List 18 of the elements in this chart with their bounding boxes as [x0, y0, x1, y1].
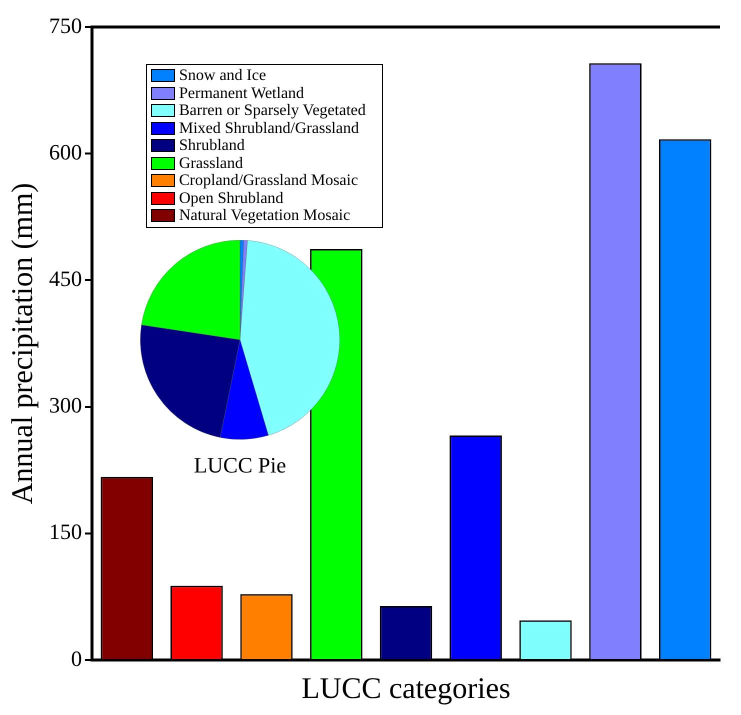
- y-tick-label: 750: [49, 12, 82, 38]
- text: LUCC Pie: [194, 452, 286, 478]
- legend-label: Grassland: [179, 154, 243, 172]
- legend-label: Snow and Ice: [179, 67, 266, 84]
- legend-label: Shrubland: [179, 137, 245, 154]
- legend-label: Natural Vegetation Mosaic: [179, 207, 350, 224]
- legend-label: Mixed Shrubland/Grassland: [179, 120, 359, 137]
- legend-label: Permanent Wetland: [179, 84, 304, 102]
- y-axis-title: Annual precipitation (mm): [6, 182, 39, 504]
- x-axis-title: LUCC categories: [301, 672, 511, 705]
- y-tick-label: 150: [49, 519, 82, 544]
- y-tick-label: 450: [49, 266, 82, 291]
- y-tick-label: 300: [49, 392, 82, 418]
- y-tick-label: 600: [49, 139, 82, 164]
- legend-label: Cropland/Grassland Mosaic: [179, 172, 358, 190]
- legend-label: Open Shrubland: [179, 190, 284, 207]
- legend-label: Barren or Sparsely Vegetated: [179, 102, 366, 120]
- y-tick-label: 0: [71, 646, 82, 671]
